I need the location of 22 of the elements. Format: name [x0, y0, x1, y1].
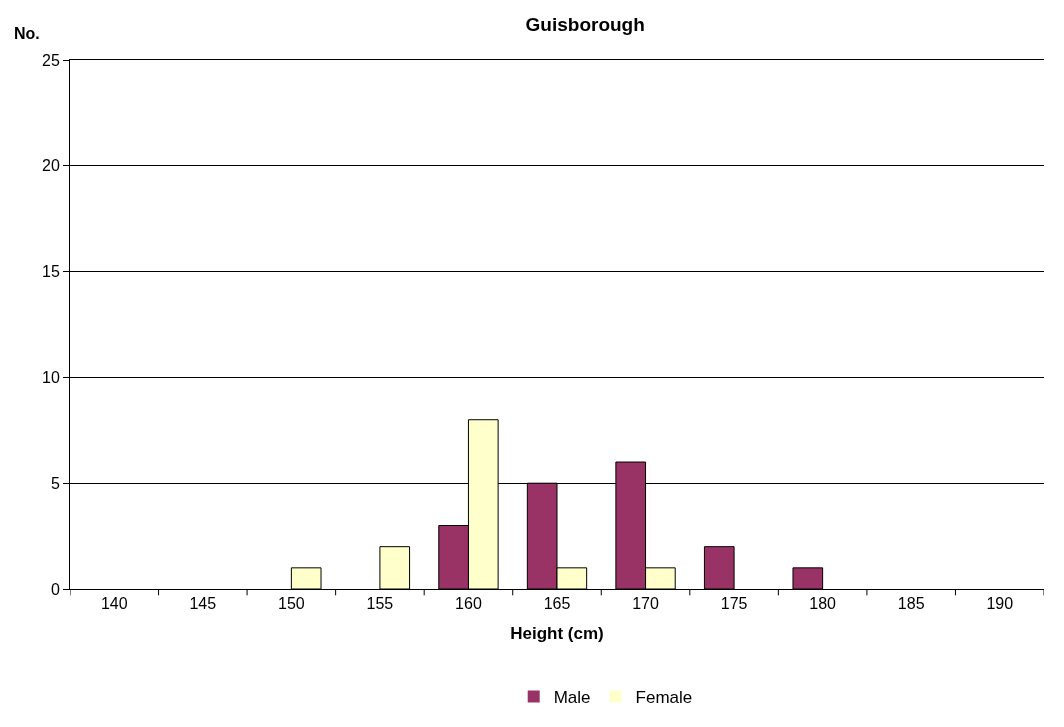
x-tick-label: 150 [278, 595, 305, 613]
x-tick-label: 145 [189, 595, 217, 613]
x-tick-label: 180 [809, 595, 837, 613]
y-tick-label: 15 [42, 263, 60, 281]
x-tick-label: 155 [366, 595, 394, 613]
x-tick-label: 175 [720, 595, 748, 613]
y-tick-label: 0 [50, 580, 60, 598]
y-tick-label: 25 [42, 51, 60, 69]
legend-label: Male [553, 688, 591, 708]
x-tick-label: 165 [543, 595, 571, 613]
x-tick-label: 190 [986, 595, 1014, 613]
y-axis-title: No. [14, 25, 40, 42]
y-tick-label: 20 [42, 157, 60, 175]
y-tick-label: 5 [50, 474, 60, 492]
y-tick-label: 10 [42, 369, 60, 386]
x-tick-label: 170 [632, 595, 659, 613]
x-tick-label: 160 [455, 595, 482, 613]
x-axis-title: Height (cm) [510, 623, 604, 643]
x-tick-label: 185 [897, 595, 925, 613]
chart-title: Guisborough [525, 14, 645, 36]
legend-label: Female [635, 688, 693, 708]
x-tick-label: 140 [100, 595, 128, 613]
